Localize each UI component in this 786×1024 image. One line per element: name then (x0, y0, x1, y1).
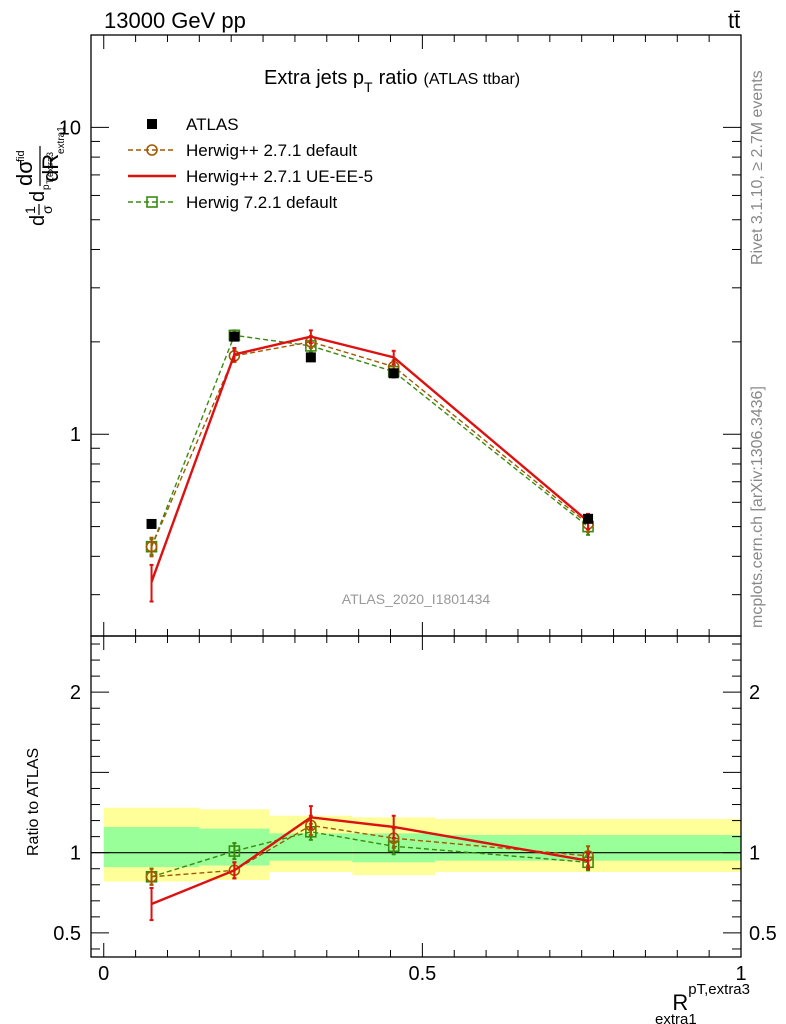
main-line-h271def (150, 341, 589, 547)
ratio-y-tick-label-left: 2 (70, 682, 81, 704)
svg-text:T,extra3: T,extra3 (45, 152, 55, 184)
ratio-y-tick-label-left: 1 (70, 843, 81, 865)
x-tick-label: 1 (735, 963, 746, 985)
svg-text:dσ: dσ (12, 160, 37, 186)
ratio-point-h721 (228, 845, 241, 857)
ratio-y-axis-label: Ratio to ATLAS (25, 748, 42, 856)
main-point-atlas (229, 331, 240, 342)
main-y-tick-label: 10 (59, 117, 81, 139)
ratio-panel (91, 807, 741, 882)
ratio-band-inner (103, 826, 200, 868)
legend-label-h721: Herwig 7.2.1 default (186, 193, 337, 212)
legend-label-h271def: Herwig++ 2.7.1 default (186, 141, 357, 160)
svg-text:extra1: extra1 (56, 126, 67, 154)
main-series (145, 329, 594, 603)
collision-energy-label: 13000 GeV pp (104, 8, 246, 33)
main-point-h271def (145, 540, 158, 553)
title-main: Extra jets p (264, 67, 364, 89)
ratio-y-tick-label-right: 2 (749, 682, 760, 704)
legend-point-h721 (146, 196, 158, 208)
title-tail: ratio (379, 67, 418, 89)
svg-text:1: 1 (22, 206, 38, 214)
svg-text:p: p (41, 184, 52, 190)
x-tick-label: 0 (98, 963, 109, 985)
legend-point-atlas (147, 119, 157, 129)
svg-text:d: d (27, 191, 49, 202)
main-y-axis-label: d 1 σ d p T,extra3 dσ fid dR extra1 (12, 126, 67, 226)
svg-text:fid: fid (15, 150, 27, 162)
ratio-y-tick-label-right: 0.5 (749, 923, 777, 945)
x-axis-label-sub: extra1 (655, 1011, 697, 1024)
legend-label-h271ue: Herwig++ 2.7.1 UE-EE-5 (186, 167, 373, 186)
x-axis-label-main: R (672, 990, 688, 1015)
analysis-watermark: ATLAS_2020_I1801434 (342, 591, 491, 607)
x-tick-label: 0.5 (408, 963, 436, 985)
mcplots-label: mcplots.cern.ch [arXiv:1306.3436] (749, 386, 766, 628)
main-line-h721 (150, 334, 589, 547)
ratio-y-tick-label-right: 1 (749, 843, 760, 865)
legend-point-h271def (146, 144, 158, 156)
ratio-y-tick-label-left: 0.5 (53, 923, 81, 945)
legend-label-atlas: ATLAS (186, 115, 239, 134)
rivet-version-label: Rivet 3.1.10, ≥ 2.7M events (749, 70, 766, 265)
ratio-line-h721 (151, 831, 589, 878)
title-sub: T (364, 79, 373, 95)
x-axis-label: RpT,extra3 extra1 (655, 981, 750, 1024)
chart-title: Extra jets pT ratio (ATLAS ttbar) (264, 67, 520, 95)
title-small: (ATLAS ttbar) (424, 71, 521, 88)
svg-text:σ: σ (39, 205, 55, 214)
main-point-atlas (146, 518, 157, 529)
ratio-axes: 0 0.5 10.5 0.51 12 2 (53, 635, 777, 985)
process-label: tt̄ (728, 8, 740, 33)
svg-text:dR: dR (38, 154, 63, 182)
main-y-tick-label: 1 (70, 424, 81, 446)
legend: ATLAS Herwig++ 2.7.1 default Herwig++ 2.7.… (128, 115, 373, 212)
main-point-atlas (388, 368, 399, 379)
ratio-frame (90, 635, 742, 958)
ratio-point-h271def (145, 870, 158, 883)
main-axes: 1 10 (59, 34, 742, 637)
ratio-series (145, 805, 594, 922)
main-line-h271ue (150, 335, 589, 583)
main-point-atlas (583, 513, 594, 524)
svg-text:d: d (27, 215, 49, 226)
x-axis-label-sup: pT,extra3 (688, 981, 750, 998)
main-point-atlas (305, 352, 316, 363)
